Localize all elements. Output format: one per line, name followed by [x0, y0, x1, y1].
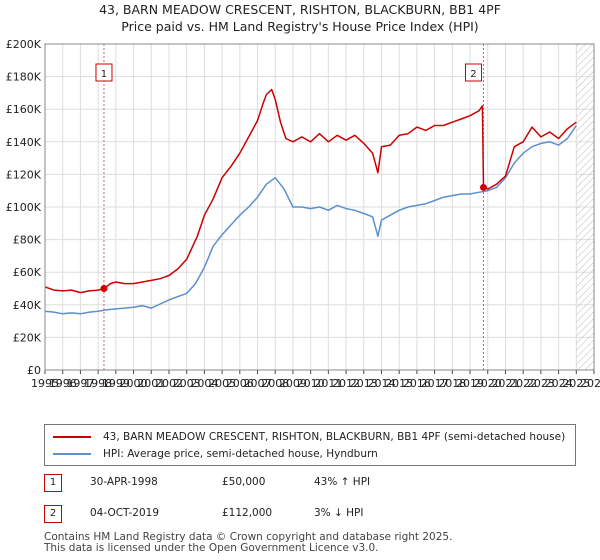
price-chart: £0 £20K £40K £60K £80K £100K £120K £140K £160K £1… — [6, 38, 600, 390]
y-tick-label: £120K — [6, 168, 42, 181]
legend-swatch-red — [53, 436, 91, 438]
legend-entry-property: 43, BARN MEADOW CRESCENT, RISHTON, BLACK… — [53, 429, 565, 445]
x-tick-label: 2023 — [527, 377, 555, 390]
x-tick-label: 2009 — [279, 377, 307, 390]
sale-date-2: 04-OCT-2019 — [90, 507, 159, 519]
y-tick-label: £140K — [6, 136, 42, 149]
sale-marker-2: 2 — [44, 505, 62, 523]
x-tick-label: 2020 — [474, 377, 502, 390]
property-price-line — [44, 88, 577, 294]
x-tick-label: 2000 — [120, 377, 148, 390]
footer-line-1: Contains HM Land Registry data © Crown c… — [44, 531, 453, 543]
legend-swatch-blue — [53, 453, 91, 455]
x-tick-label: 2017 — [421, 377, 449, 390]
x-tick-label: 2007 — [244, 377, 272, 390]
footer-line-2: This data is licensed under the Open Gov… — [44, 542, 379, 554]
chart-marker-box-2 — [464, 63, 482, 82]
x-tick-label: 2024 — [545, 377, 573, 390]
x-tick-label: 2005 — [208, 377, 236, 390]
x-tick-label: 2026 — [580, 377, 600, 390]
legend-label-property: 43, BARN MEADOW CRESCENT, RISHTON, BLACK… — [103, 431, 566, 443]
plot-frame — [44, 43, 595, 371]
x-tick-label: 2014 — [367, 377, 395, 390]
x-tick-label: 2022 — [509, 377, 537, 390]
y-tick-label: £60K — [13, 266, 42, 279]
chart-marker-box-1 — [95, 63, 113, 82]
x-tick-label: 2013 — [350, 377, 378, 390]
sale-price-1: £50,000 — [222, 476, 266, 488]
x-tick-label: 2001 — [137, 377, 165, 390]
x-tick-label: 2004 — [190, 377, 218, 390]
y-tick-label: £200K — [6, 38, 42, 51]
x-tick-label: 2002 — [155, 377, 183, 390]
chart-title: 43, BARN MEADOW CRESCENT, RISHTON, BLACK… — [99, 2, 501, 17]
y-tick-label: £80K — [13, 234, 42, 247]
x-tick-label: 1995 — [31, 377, 59, 390]
y-tick-label: £100K — [6, 201, 42, 214]
legend-entry-hpi: HPI: Average price, semi-detached house,… — [53, 446, 378, 462]
sale-point-1 — [100, 285, 108, 292]
x-tick-label: 2006 — [226, 377, 254, 390]
chart-marker-label-1: 1 — [101, 69, 107, 80]
x-tick-label: 2003 — [173, 377, 201, 390]
x-tick-label: 2012 — [332, 377, 360, 390]
legend-label-hpi: HPI: Average price, semi-detached house,… — [103, 448, 378, 460]
sale-date-1: 30-APR-1998 — [90, 476, 158, 488]
sale-row-1: 1 30-APR-1998 £50,000 43% ↑ HPI — [0, 474, 600, 496]
sale-marker-1: 1 — [44, 474, 62, 492]
sale-price-2: £112,000 — [222, 507, 273, 519]
forecast-hatch — [576, 44, 594, 370]
hpi-line — [44, 125, 577, 315]
sale-hpi-1: 43% ↑ HPI — [314, 476, 371, 488]
x-tick-label: 2011 — [314, 377, 342, 390]
x-tick-label: 1997 — [66, 377, 94, 390]
footer-attribution: Contains HM Land Registry data © Crown c… — [44, 532, 452, 554]
sale-row-2: 2 04-OCT-2019 £112,000 3% ↓ HPI — [0, 505, 600, 527]
y-tick-label: £40K — [13, 299, 42, 312]
chart-legend: 43, BARN MEADOW CRESCENT, RISHTON, BLACK… — [44, 424, 576, 466]
x-tick-label: 1996 — [49, 377, 77, 390]
x-tick-label: 2016 — [403, 377, 431, 390]
x-tick-label: 2008 — [261, 377, 289, 390]
x-tick-label: 1999 — [102, 377, 130, 390]
x-tick-label: 2015 — [385, 377, 413, 390]
x-tick-label: 2021 — [491, 377, 519, 390]
y-tick-label: £160K — [6, 103, 42, 116]
x-tick-label: 2019 — [456, 377, 484, 390]
chart-marker-label-2: 2 — [470, 69, 476, 80]
x-tick-label: 2018 — [438, 377, 466, 390]
x-tick-label: 2025 — [562, 377, 590, 390]
x-tick-label: 1998 — [84, 377, 112, 390]
sale-point-2 — [479, 183, 487, 191]
chart-subtitle: Price paid vs. HM Land Registry's House … — [121, 19, 479, 34]
sale-hpi-2: 3% ↓ HPI — [314, 507, 364, 519]
x-tick-label: 2010 — [297, 377, 325, 390]
y-tick-label: £180K — [6, 71, 42, 84]
y-tick-label: £20K — [13, 331, 42, 344]
y-tick-label: £0 — [27, 364, 41, 377]
